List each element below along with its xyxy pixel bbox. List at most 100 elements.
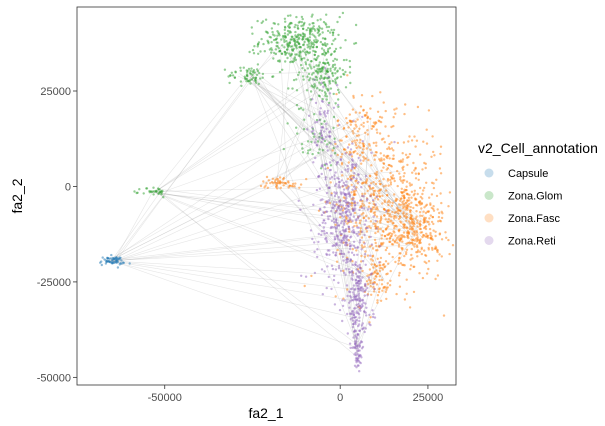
data-point xyxy=(271,177,275,180)
data-point xyxy=(425,232,428,235)
data-point xyxy=(345,244,348,247)
data-point xyxy=(363,242,366,245)
data-point xyxy=(279,186,282,189)
data-point xyxy=(305,50,309,53)
data-point xyxy=(432,182,435,185)
data-point xyxy=(326,109,330,113)
data-point xyxy=(355,146,358,150)
data-point xyxy=(368,268,372,271)
data-point xyxy=(383,265,387,268)
data-point xyxy=(349,148,353,151)
data-point xyxy=(332,278,336,282)
data-point xyxy=(282,178,285,181)
data-point xyxy=(326,215,330,218)
data-point xyxy=(376,294,380,297)
data-point xyxy=(341,304,345,308)
data-point xyxy=(376,198,380,201)
data-point xyxy=(318,118,321,122)
data-point xyxy=(333,194,337,198)
data-point xyxy=(278,182,282,185)
data-point xyxy=(363,223,366,226)
panel-border xyxy=(76,6,457,386)
data-point xyxy=(301,151,305,154)
data-point xyxy=(351,108,355,111)
data-point xyxy=(334,47,338,51)
data-point xyxy=(427,267,430,271)
data-point xyxy=(418,211,422,214)
data-point xyxy=(424,166,427,170)
data-point xyxy=(309,90,313,93)
data-point xyxy=(277,180,280,183)
graph-edge xyxy=(320,63,363,121)
data-point xyxy=(418,250,422,253)
graph-edge xyxy=(281,90,316,182)
data-point xyxy=(408,135,411,138)
data-point xyxy=(281,181,284,184)
data-point xyxy=(410,247,413,251)
data-point xyxy=(339,233,342,236)
data-point xyxy=(327,201,330,204)
data-point xyxy=(363,289,366,293)
data-point xyxy=(326,61,329,64)
data-point xyxy=(282,36,285,39)
graph-edge xyxy=(110,261,361,320)
x-axis-title: fa2_1 xyxy=(248,405,283,421)
data-point xyxy=(382,166,385,169)
data-point xyxy=(403,203,406,206)
graph-edge xyxy=(380,189,410,216)
data-point xyxy=(378,261,381,264)
data-point xyxy=(435,178,438,181)
data-point xyxy=(316,140,320,143)
data-point xyxy=(337,33,340,37)
data-point xyxy=(334,102,337,105)
graph-edge xyxy=(249,74,325,114)
data-point xyxy=(376,208,379,211)
data-point xyxy=(277,32,281,35)
data-point xyxy=(246,75,249,78)
data-point xyxy=(311,126,314,129)
data-point xyxy=(375,144,378,147)
data-point xyxy=(379,91,382,94)
data-point xyxy=(376,257,379,260)
data-point xyxy=(301,147,304,150)
data-point xyxy=(356,347,359,350)
data-point xyxy=(343,73,346,76)
graph-edge xyxy=(321,67,361,117)
data-point xyxy=(416,219,419,222)
data-point xyxy=(349,313,352,316)
data-point xyxy=(335,92,338,96)
data-point xyxy=(406,156,409,159)
data-point xyxy=(399,199,402,202)
data-point xyxy=(364,250,367,253)
data-point xyxy=(287,181,290,184)
data-point xyxy=(321,221,324,224)
data-point xyxy=(376,272,379,276)
data-point xyxy=(388,157,391,160)
data-point xyxy=(316,255,319,259)
data-point xyxy=(297,199,300,202)
data-point xyxy=(356,357,359,360)
legend-title: v2_Cell_annotation xyxy=(478,140,598,156)
data-point xyxy=(408,199,411,202)
data-point xyxy=(352,119,355,123)
data-point xyxy=(352,346,355,349)
data-point xyxy=(413,169,416,172)
data-point xyxy=(280,52,284,56)
data-point xyxy=(365,314,368,317)
data-point xyxy=(308,63,311,66)
data-point xyxy=(376,131,379,134)
data-point xyxy=(405,180,409,183)
data-point xyxy=(403,112,406,116)
data-point xyxy=(325,98,328,101)
data-point xyxy=(321,149,325,152)
data-point xyxy=(448,191,452,194)
data-point xyxy=(331,232,334,235)
data-point xyxy=(405,278,408,281)
data-point xyxy=(328,135,331,139)
data-point xyxy=(334,251,338,254)
data-point xyxy=(295,89,299,92)
data-point xyxy=(354,193,357,196)
data-point xyxy=(330,264,334,267)
data-point xyxy=(229,74,232,77)
data-point xyxy=(403,254,406,258)
